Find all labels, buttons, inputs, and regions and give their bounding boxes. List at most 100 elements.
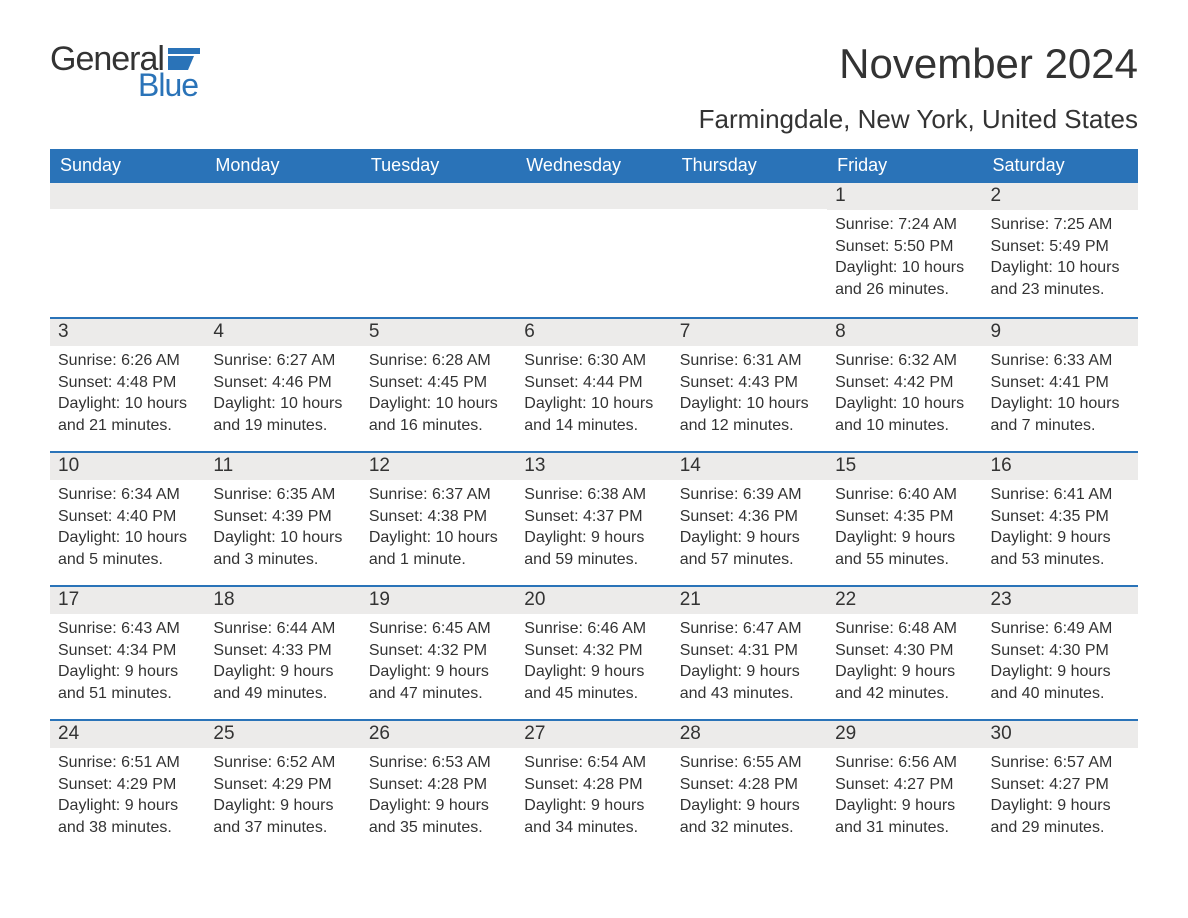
sunrise-text: Sunrise: 6:33 AM	[991, 350, 1130, 372]
day-number: 16	[983, 453, 1138, 480]
day-cell: 16Sunrise: 6:41 AMSunset: 4:35 PMDayligh…	[983, 453, 1138, 585]
day-body: Sunrise: 6:54 AMSunset: 4:28 PMDaylight:…	[516, 748, 671, 846]
day-body: Sunrise: 6:44 AMSunset: 4:33 PMDaylight:…	[205, 614, 360, 712]
sunset-text: Sunset: 4:42 PM	[835, 372, 974, 394]
day-number: 11	[205, 453, 360, 480]
day-body: Sunrise: 7:24 AMSunset: 5:50 PMDaylight:…	[827, 210, 982, 308]
sunset-text: Sunset: 4:40 PM	[58, 506, 197, 528]
day-cell	[516, 183, 671, 317]
sunset-text: Sunset: 4:37 PM	[524, 506, 663, 528]
daylight-text: Daylight: 10 hours and 1 minute.	[369, 527, 508, 570]
weekday-header-cell: Thursday	[672, 149, 827, 183]
day-body: Sunrise: 6:52 AMSunset: 4:29 PMDaylight:…	[205, 748, 360, 846]
day-body: Sunrise: 6:39 AMSunset: 4:36 PMDaylight:…	[672, 480, 827, 578]
day-body: Sunrise: 6:55 AMSunset: 4:28 PMDaylight:…	[672, 748, 827, 846]
day-body: Sunrise: 6:43 AMSunset: 4:34 PMDaylight:…	[50, 614, 205, 712]
page: General Blue November 2024 Farmingdale, …	[0, 0, 1188, 893]
day-number: 28	[672, 721, 827, 748]
logo: General Blue	[50, 40, 200, 104]
daylight-text: Daylight: 9 hours and 38 minutes.	[58, 795, 197, 838]
sunrise-text: Sunrise: 6:38 AM	[524, 484, 663, 506]
day-cell: 27Sunrise: 6:54 AMSunset: 4:28 PMDayligh…	[516, 721, 671, 853]
daylight-text: Daylight: 9 hours and 55 minutes.	[835, 527, 974, 570]
daylight-text: Daylight: 9 hours and 51 minutes.	[58, 661, 197, 704]
day-number: 24	[50, 721, 205, 748]
daylight-text: Daylight: 10 hours and 14 minutes.	[524, 393, 663, 436]
day-cell: 9Sunrise: 6:33 AMSunset: 4:41 PMDaylight…	[983, 319, 1138, 451]
sunrise-text: Sunrise: 6:48 AM	[835, 618, 974, 640]
day-number	[361, 183, 516, 209]
day-cell: 4Sunrise: 6:27 AMSunset: 4:46 PMDaylight…	[205, 319, 360, 451]
day-body: Sunrise: 6:26 AMSunset: 4:48 PMDaylight:…	[50, 346, 205, 444]
day-number	[516, 183, 671, 209]
day-number: 2	[983, 183, 1138, 210]
weekday-header-cell: Wednesday	[516, 149, 671, 183]
day-cell	[50, 183, 205, 317]
day-number: 3	[50, 319, 205, 346]
daylight-text: Daylight: 10 hours and 26 minutes.	[835, 257, 974, 300]
day-number	[672, 183, 827, 209]
sunset-text: Sunset: 4:32 PM	[524, 640, 663, 662]
daylight-text: Daylight: 10 hours and 10 minutes.	[835, 393, 974, 436]
day-body: Sunrise: 7:25 AMSunset: 5:49 PMDaylight:…	[983, 210, 1138, 308]
day-cell: 13Sunrise: 6:38 AMSunset: 4:37 PMDayligh…	[516, 453, 671, 585]
sunrise-text: Sunrise: 6:49 AM	[991, 618, 1130, 640]
sunrise-text: Sunrise: 6:56 AM	[835, 752, 974, 774]
day-body: Sunrise: 6:33 AMSunset: 4:41 PMDaylight:…	[983, 346, 1138, 444]
sunrise-text: Sunrise: 6:32 AM	[835, 350, 974, 372]
weeks-container: 1Sunrise: 7:24 AMSunset: 5:50 PMDaylight…	[50, 183, 1138, 853]
day-body: Sunrise: 6:40 AMSunset: 4:35 PMDaylight:…	[827, 480, 982, 578]
day-cell: 3Sunrise: 6:26 AMSunset: 4:48 PMDaylight…	[50, 319, 205, 451]
daylight-text: Daylight: 9 hours and 59 minutes.	[524, 527, 663, 570]
weekday-header-cell: Friday	[827, 149, 982, 183]
daylight-text: Daylight: 9 hours and 32 minutes.	[680, 795, 819, 838]
day-number: 21	[672, 587, 827, 614]
daylight-text: Daylight: 9 hours and 57 minutes.	[680, 527, 819, 570]
sunset-text: Sunset: 4:31 PM	[680, 640, 819, 662]
sunset-text: Sunset: 4:27 PM	[991, 774, 1130, 796]
day-cell: 8Sunrise: 6:32 AMSunset: 4:42 PMDaylight…	[827, 319, 982, 451]
day-body: Sunrise: 6:41 AMSunset: 4:35 PMDaylight:…	[983, 480, 1138, 578]
day-cell	[205, 183, 360, 317]
daylight-text: Daylight: 9 hours and 29 minutes.	[991, 795, 1130, 838]
day-number: 10	[50, 453, 205, 480]
day-cell: 12Sunrise: 6:37 AMSunset: 4:38 PMDayligh…	[361, 453, 516, 585]
week-row: 3Sunrise: 6:26 AMSunset: 4:48 PMDaylight…	[50, 317, 1138, 451]
sunset-text: Sunset: 4:35 PM	[991, 506, 1130, 528]
daylight-text: Daylight: 9 hours and 34 minutes.	[524, 795, 663, 838]
sunrise-text: Sunrise: 6:43 AM	[58, 618, 197, 640]
sunrise-text: Sunrise: 6:35 AM	[213, 484, 352, 506]
day-body: Sunrise: 6:47 AMSunset: 4:31 PMDaylight:…	[672, 614, 827, 712]
sunrise-text: Sunrise: 7:25 AM	[991, 214, 1130, 236]
day-body: Sunrise: 6:35 AMSunset: 4:39 PMDaylight:…	[205, 480, 360, 578]
day-body: Sunrise: 6:53 AMSunset: 4:28 PMDaylight:…	[361, 748, 516, 846]
day-cell: 11Sunrise: 6:35 AMSunset: 4:39 PMDayligh…	[205, 453, 360, 585]
sunset-text: Sunset: 4:30 PM	[835, 640, 974, 662]
day-cell: 21Sunrise: 6:47 AMSunset: 4:31 PMDayligh…	[672, 587, 827, 719]
month-title: November 2024	[699, 40, 1138, 88]
logo-word-blue: Blue	[138, 67, 198, 104]
day-body: Sunrise: 6:37 AMSunset: 4:38 PMDaylight:…	[361, 480, 516, 578]
sunset-text: Sunset: 4:32 PM	[369, 640, 508, 662]
sunrise-text: Sunrise: 6:40 AM	[835, 484, 974, 506]
sunset-text: Sunset: 4:45 PM	[369, 372, 508, 394]
day-body: Sunrise: 6:45 AMSunset: 4:32 PMDaylight:…	[361, 614, 516, 712]
day-cell: 14Sunrise: 6:39 AMSunset: 4:36 PMDayligh…	[672, 453, 827, 585]
day-body: Sunrise: 6:38 AMSunset: 4:37 PMDaylight:…	[516, 480, 671, 578]
daylight-text: Daylight: 10 hours and 23 minutes.	[991, 257, 1130, 300]
day-cell: 19Sunrise: 6:45 AMSunset: 4:32 PMDayligh…	[361, 587, 516, 719]
day-body: Sunrise: 6:51 AMSunset: 4:29 PMDaylight:…	[50, 748, 205, 846]
sunset-text: Sunset: 4:27 PM	[835, 774, 974, 796]
day-cell: 26Sunrise: 6:53 AMSunset: 4:28 PMDayligh…	[361, 721, 516, 853]
day-cell: 1Sunrise: 7:24 AMSunset: 5:50 PMDaylight…	[827, 183, 982, 317]
sunrise-text: Sunrise: 6:37 AM	[369, 484, 508, 506]
sunrise-text: Sunrise: 6:54 AM	[524, 752, 663, 774]
sunrise-text: Sunrise: 6:57 AM	[991, 752, 1130, 774]
day-number: 4	[205, 319, 360, 346]
day-body: Sunrise: 6:31 AMSunset: 4:43 PMDaylight:…	[672, 346, 827, 444]
sunrise-text: Sunrise: 6:39 AM	[680, 484, 819, 506]
day-cell: 28Sunrise: 6:55 AMSunset: 4:28 PMDayligh…	[672, 721, 827, 853]
sunrise-text: Sunrise: 6:52 AM	[213, 752, 352, 774]
sunset-text: Sunset: 4:44 PM	[524, 372, 663, 394]
daylight-text: Daylight: 9 hours and 45 minutes.	[524, 661, 663, 704]
